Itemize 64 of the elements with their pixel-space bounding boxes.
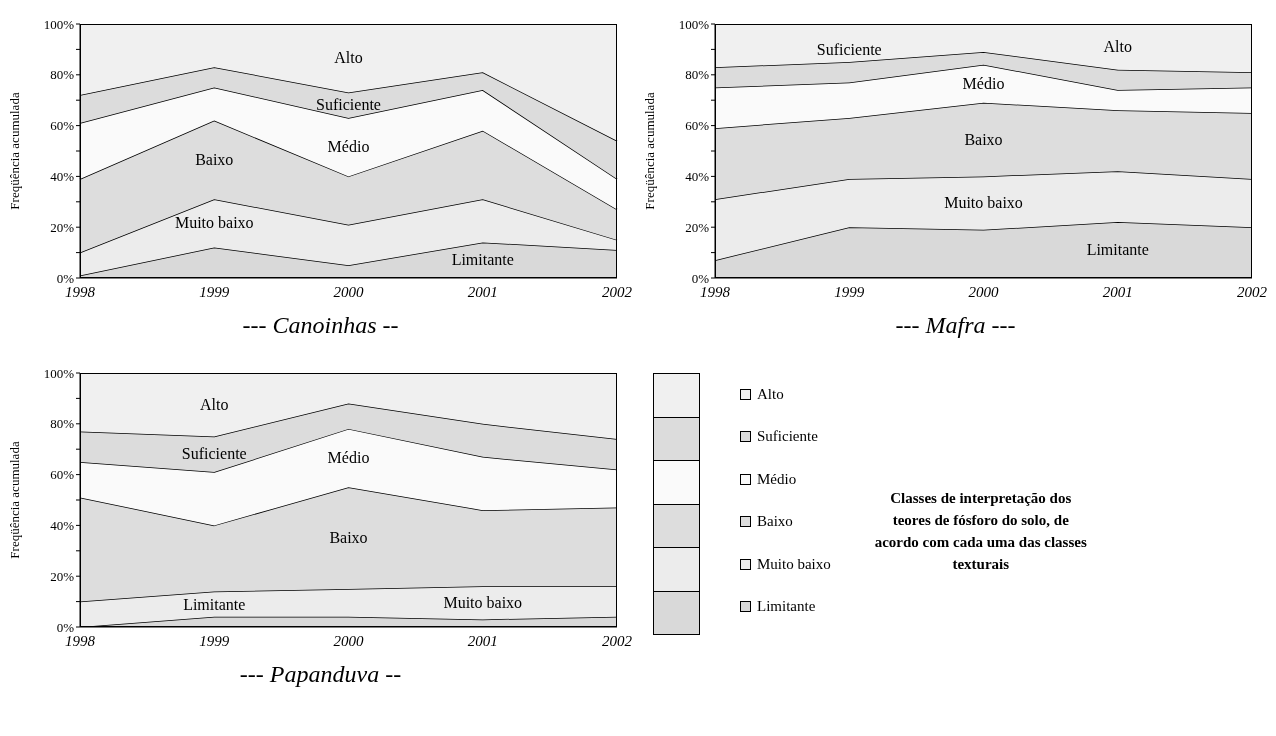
- y-tick-label: 40%: [50, 518, 75, 534]
- text: Baixo: [329, 529, 368, 547]
- y-tick-label: 0%: [56, 619, 75, 635]
- text: Suficiente: [181, 445, 247, 463]
- y-tick-label: 80%: [50, 416, 75, 432]
- y-tick-label: 0%: [56, 270, 75, 286]
- x-tick-label: 1999: [199, 632, 230, 649]
- y-tick-label: 40%: [50, 169, 75, 185]
- x-tick-label: 1998: [65, 632, 96, 649]
- y-tick-label: 80%: [50, 67, 75, 83]
- legend-label: Médio: [757, 470, 797, 488]
- y-axis-title: Freqüência acumulada: [641, 92, 657, 210]
- text: Alto: [200, 395, 229, 413]
- y-tick-label: 100%: [43, 16, 75, 32]
- text: --- Mafra ---: [894, 312, 1017, 339]
- y-tick-label: 20%: [50, 568, 75, 584]
- y-axis-title: Freqüência acumulada: [6, 92, 22, 210]
- x-tick-label: 1999: [199, 283, 230, 300]
- x-tick-label: 2002: [602, 283, 633, 300]
- series-label: Alto: [1103, 37, 1132, 56]
- series-label: Limitante: [1086, 241, 1149, 260]
- text: Limitante: [183, 595, 246, 613]
- series-label: Suficiente: [316, 96, 381, 115]
- text: Classes de interpretação dos teores de fósforo do solo, de acordo com cada uma das classes texturais: [873, 489, 1088, 574]
- series-label: Baixo: [195, 150, 234, 169]
- series-label: Muito baixo: [944, 194, 1023, 213]
- y-tick-label: 60%: [685, 118, 710, 134]
- x-tick-label: 1998: [700, 283, 731, 300]
- y-tick-label: 20%: [685, 219, 710, 235]
- legend-label: Baixo: [757, 513, 793, 531]
- x-tick-label: 2001: [467, 283, 498, 300]
- text: --- Canoinhas --: [241, 312, 400, 339]
- x-tick-label: 1999: [834, 283, 865, 300]
- y-tick-label: 100%: [678, 16, 710, 32]
- y-tick-label: 100%: [43, 365, 75, 381]
- text: Muito baixo: [443, 593, 523, 611]
- x-tick-label: 2000: [968, 283, 999, 300]
- series-label: Médio: [962, 74, 1005, 93]
- x-tick-label: 2001: [467, 632, 498, 649]
- x-tick-label: 2002: [1237, 283, 1268, 300]
- series-label: Baixo: [964, 130, 1003, 149]
- legend-label: Suficiente: [757, 428, 818, 446]
- y-tick-label: 80%: [685, 67, 710, 83]
- x-tick-label: 2001: [1102, 283, 1133, 300]
- x-tick-label: 2000: [333, 283, 364, 300]
- x-tick-label: 2000: [333, 632, 364, 649]
- series-label: Muito baixo: [174, 214, 254, 233]
- y-tick-label: 40%: [685, 169, 710, 185]
- x-tick-label: 2002: [602, 632, 633, 649]
- y-tick-label: 60%: [50, 118, 75, 134]
- series-label: Médio: [327, 138, 370, 157]
- text: Médio: [327, 449, 370, 467]
- series-label: Suficiente: [816, 41, 882, 60]
- legend-label: Muito baixo: [757, 555, 831, 573]
- legend-label: Alto: [757, 385, 784, 403]
- x-tick-label: 1998: [65, 283, 96, 300]
- series-label: Alto: [334, 49, 363, 68]
- y-axis-title: Freqüência acumulada: [6, 441, 22, 559]
- y-tick-label: 60%: [50, 467, 75, 483]
- series-label: Limitante: [451, 251, 514, 270]
- text: --- Papanduva --: [238, 661, 403, 688]
- y-tick-label: 0%: [691, 270, 710, 286]
- legend-label: Limitante: [757, 598, 816, 616]
- y-tick-label: 20%: [50, 219, 75, 235]
